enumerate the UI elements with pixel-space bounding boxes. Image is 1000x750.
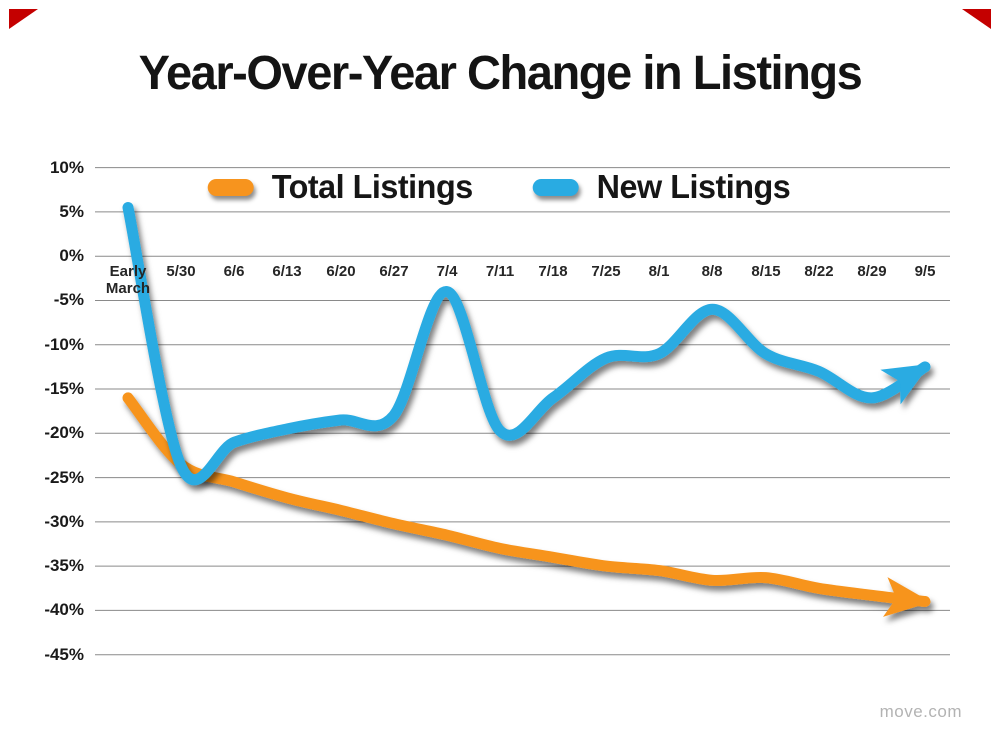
y-tick-label: 0% [59,246,84,265]
x-tick-label: 6/6 [223,263,245,280]
series-line-total-listings [122,392,931,617]
x-tick-label: 7/11 [485,263,515,280]
y-tick-label: -45% [44,645,84,664]
legend-item-total-listings: Total Listings [207,168,475,206]
x-tick-label: 8/15 [751,263,781,280]
legend-label-new-listings: New Listings [596,168,791,205]
y-tick-label: -20% [44,423,84,442]
x-tick-label: 7/25 [591,263,621,280]
legend-swatch-new-listings [532,178,579,196]
y-tick-label: -15% [44,379,84,398]
x-tick-label: 7/4 [436,263,458,280]
x-tick-label: Early March [105,263,151,297]
x-tick-label: 8/22 [804,263,834,280]
legend-label-total-listings: Total Listings [271,168,473,205]
y-tick-label: -35% [44,556,84,575]
y-tick-label: -10% [44,335,84,354]
x-tick-label: 8/8 [701,263,723,280]
y-tick-label: 10% [49,158,84,177]
corner-accent-left-icon [9,9,38,29]
chart-title: Year-Over-Year Change in Listings [138,47,863,100]
legend-swatch-total-listings [207,178,254,196]
x-tick-label: 7/18 [538,263,568,280]
x-tick-label: 9/5 [914,263,936,280]
x-tick-label: 6/27 [379,263,409,280]
x-tick-label: 6/13 [272,263,302,280]
corner-accent-right-icon [962,9,991,29]
x-tick-label: 6/20 [326,263,356,280]
series-line-new-listings [122,202,931,486]
legend-item-new-listings: New Listings [532,168,793,206]
watermark: move.com [879,702,962,721]
y-tick-label: -30% [44,512,84,531]
chart-legend: Total Listings New Listings [207,168,793,206]
x-tick-label: 5/30 [166,263,196,280]
y-tick-label: -5% [53,290,84,309]
x-tick-label: 8/29 [857,263,887,280]
x-tick-label: 8/1 [648,263,670,280]
y-tick-label: -25% [44,468,84,487]
y-tick-label: -40% [44,600,84,619]
y-tick-label: 5% [59,202,84,221]
